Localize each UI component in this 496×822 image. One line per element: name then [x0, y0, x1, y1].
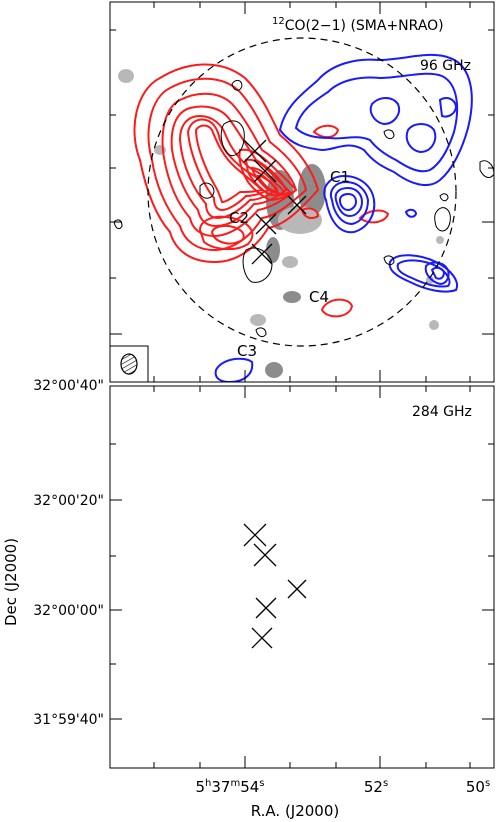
- synthesized-beam: [120, 353, 138, 375]
- source-label-c3: C3: [237, 342, 257, 360]
- top-panel: 12CO(2−1) (SMA+NRAO) 96 GHz C1 C2 C3 C4: [109, 1, 495, 383]
- bottom-panel: 284 GHz: [109, 385, 495, 769]
- top-frequency: 96 GHz: [420, 58, 471, 74]
- bottom-frame: [109, 385, 495, 769]
- x-tick-3: 50s: [466, 778, 490, 796]
- top-frame: [109, 1, 495, 383]
- top-ticks: [110, 2, 494, 382]
- y-tick-bottom-1: 32°00'20": [33, 493, 104, 509]
- continuum-emission-bottom: [245, 564, 412, 762]
- bottom-ticks: [110, 386, 494, 768]
- source-label-c2: C2: [229, 209, 249, 227]
- x-tick-1: 5h37m54s: [195, 778, 264, 796]
- blueshifted-contours-top: [214, 53, 473, 382]
- primary-beam-circle: [147, 37, 457, 347]
- y-tick-bottom-2: 32°00'00": [33, 603, 104, 619]
- x-axis-label: R.A. (J2000): [251, 802, 340, 820]
- bottom-frequency: 284 GHz: [412, 404, 472, 420]
- source-markers-bottom: [243, 523, 307, 649]
- y-axis-label: Dec (J2000): [2, 538, 20, 626]
- source-label-c1: C1: [330, 168, 350, 186]
- top-title: 12CO(2−1) (SMA+NRAO): [272, 16, 444, 34]
- title-isotope: 12: [272, 16, 285, 27]
- source-markers-top: [243, 139, 307, 265]
- blueshifted-contours-bottom: [216, 430, 472, 767]
- y-tick-bottom-3: 31°59'40": [33, 712, 104, 728]
- redshifted-contours-bottom: [134, 448, 388, 700]
- source-label-c4: C4: [309, 288, 329, 306]
- x-tick-2: 52s: [364, 778, 388, 796]
- redshifted-contours-top: [133, 63, 390, 318]
- y-tick-top-1: 32°00'40": [33, 378, 104, 394]
- title-line: CO(2−1) (SMA+NRAO): [285, 18, 444, 34]
